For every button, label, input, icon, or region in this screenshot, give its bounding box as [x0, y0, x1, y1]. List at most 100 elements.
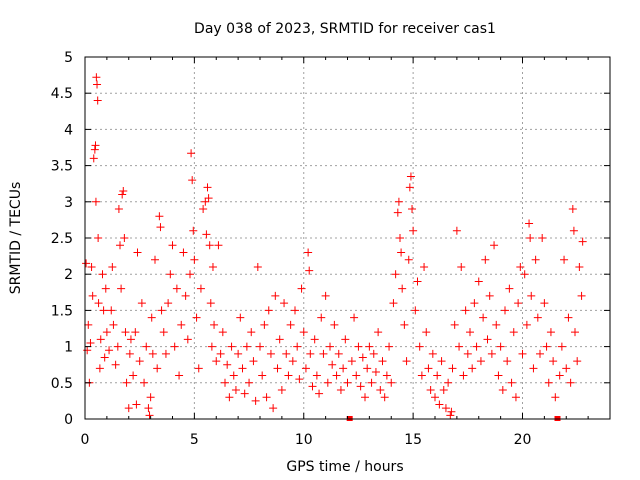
data-point — [93, 96, 102, 105]
data-point — [374, 328, 383, 337]
data-point — [90, 145, 99, 154]
data-point — [93, 80, 102, 89]
data-point — [299, 328, 308, 337]
data-point — [544, 378, 553, 387]
data-point — [240, 389, 249, 398]
data-point — [317, 313, 326, 322]
data-point — [286, 320, 295, 329]
data-point — [492, 320, 501, 329]
plot-frame — [84, 56, 611, 420]
data-point — [203, 183, 212, 192]
data-point — [529, 364, 538, 373]
data-point — [569, 226, 578, 235]
data-point — [129, 371, 138, 380]
data-point — [573, 357, 582, 366]
data-point — [114, 205, 123, 214]
data-point — [94, 299, 103, 308]
data-point — [258, 371, 267, 380]
data-point — [132, 400, 141, 409]
data-point — [168, 241, 177, 250]
data-point — [142, 342, 151, 351]
data-point — [417, 371, 426, 380]
data-point — [194, 364, 203, 373]
data-point — [280, 299, 289, 308]
data-point — [435, 400, 444, 409]
y-tick-label: 2 — [64, 267, 73, 283]
data-point — [201, 197, 210, 206]
data-point — [533, 313, 542, 322]
data-point — [159, 328, 168, 337]
data-point — [305, 266, 314, 275]
data-point — [536, 349, 544, 358]
data-point — [117, 284, 126, 293]
data-point — [501, 306, 509, 315]
data-point — [95, 364, 104, 373]
data-point — [204, 194, 213, 203]
data-point — [153, 364, 162, 373]
x-tick-label: 0 — [81, 432, 90, 448]
data-point — [249, 357, 258, 366]
data-point — [437, 357, 446, 366]
data-point — [107, 306, 116, 315]
data-point — [466, 328, 474, 337]
y-tick-label: 2.5 — [51, 231, 73, 247]
data-point — [164, 299, 173, 308]
data-point — [120, 234, 129, 242]
data-point — [183, 335, 192, 344]
data-point — [256, 342, 264, 351]
data-point — [212, 357, 221, 366]
data-point — [172, 284, 181, 293]
data-point — [472, 342, 481, 351]
data-point — [328, 360, 337, 369]
data-point — [170, 342, 179, 351]
data-point — [494, 371, 503, 380]
data-point — [334, 349, 343, 358]
data-point — [411, 306, 420, 315]
data-point — [483, 335, 492, 344]
data-point — [577, 291, 586, 300]
data-point — [145, 411, 154, 420]
data-point — [356, 382, 365, 391]
data-point — [282, 349, 291, 358]
data-point — [461, 306, 470, 315]
data-point — [266, 349, 275, 358]
data-point — [391, 270, 400, 279]
data-point — [339, 364, 348, 373]
data-point — [420, 262, 429, 271]
data-point — [387, 378, 396, 387]
data-point — [131, 328, 140, 337]
data-point — [450, 320, 459, 329]
data-point — [122, 378, 131, 387]
data-point — [304, 248, 313, 257]
data-point — [118, 190, 127, 199]
data-point — [439, 386, 448, 395]
data-point — [155, 212, 164, 221]
data-point — [321, 291, 330, 300]
data-point — [525, 219, 534, 228]
data-point — [137, 299, 146, 308]
data-point — [101, 284, 110, 293]
data-point — [98, 270, 107, 279]
data-point — [522, 320, 531, 329]
data-point — [463, 349, 472, 358]
y-tick-label: 0.5 — [51, 376, 73, 392]
data-point — [476, 357, 485, 366]
y-tick-label: 1 — [64, 340, 73, 356]
data-point — [216, 349, 225, 358]
data-point — [408, 205, 417, 214]
data-point — [310, 335, 319, 344]
data-point — [264, 306, 273, 315]
data-point — [306, 349, 315, 358]
chart-title: Day 038 of 2023, SRMTID for receiver cas… — [194, 21, 496, 37]
data-point — [125, 349, 134, 358]
data-point — [431, 393, 439, 402]
data-point — [354, 342, 363, 351]
data-point — [446, 411, 455, 420]
data-point — [516, 262, 525, 271]
data-point — [109, 320, 118, 329]
data-point — [332, 371, 341, 380]
data-point — [260, 320, 269, 329]
data-point — [144, 404, 153, 413]
data-point — [441, 404, 450, 413]
data-point — [99, 306, 108, 315]
